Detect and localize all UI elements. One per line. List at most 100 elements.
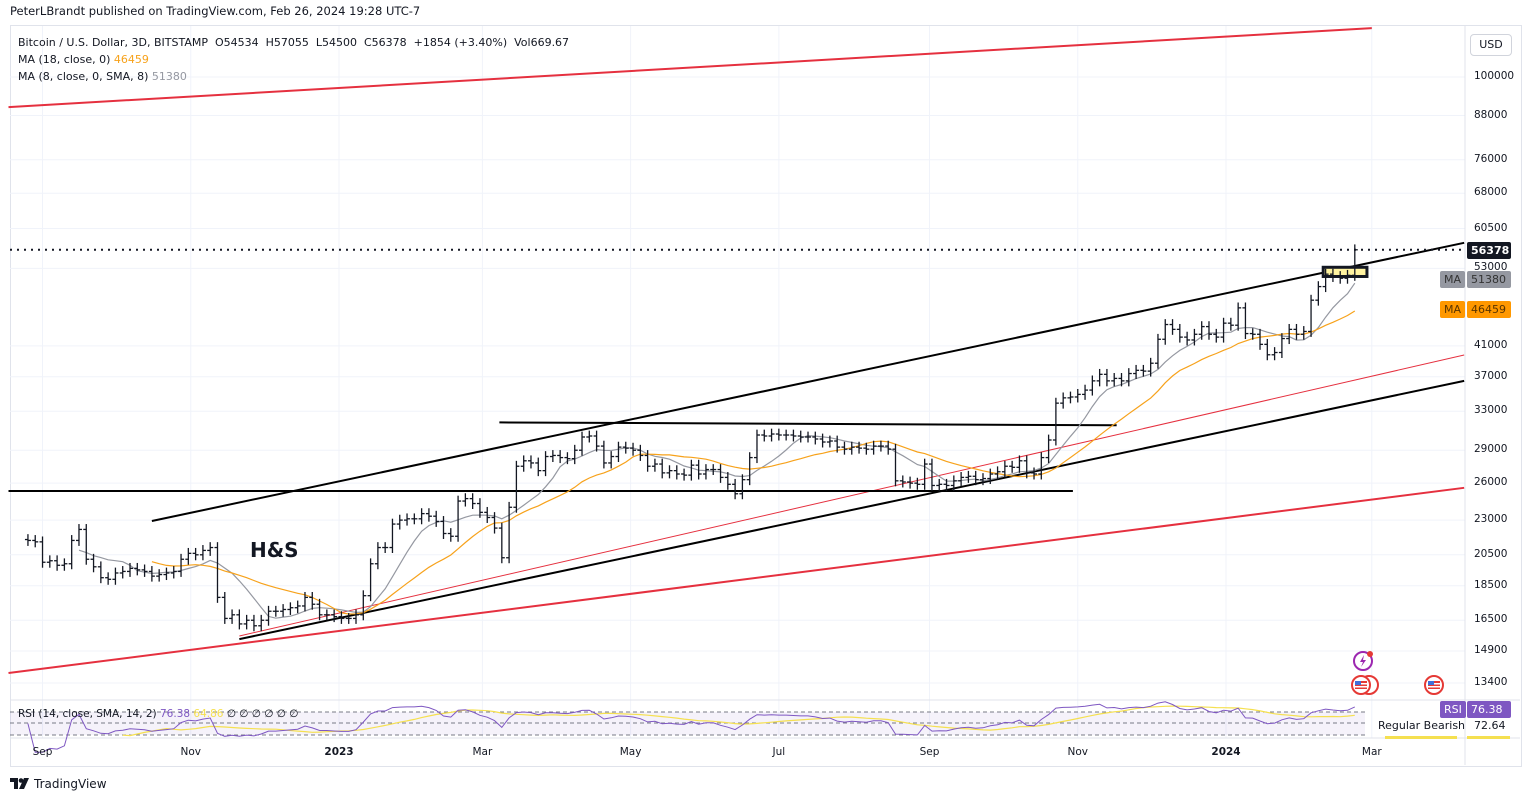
ohlc-bar xyxy=(1038,452,1045,480)
ohlc-bar xyxy=(506,501,513,564)
ma8-legend[interactable]: MA (8, close, 0, SMA, 8) 51380 xyxy=(18,70,187,83)
ohlc-bar xyxy=(134,562,141,576)
rsi-extras: ∅ ∅ ∅ ∅ ∅ ∅ xyxy=(226,708,299,720)
ohlc-bar xyxy=(1337,271,1344,284)
ohlc-bar xyxy=(148,566,155,582)
time-tick-label: Sep xyxy=(919,746,940,758)
price-tick-label: 29000 xyxy=(1474,443,1508,456)
trendline-channel-lower xyxy=(239,379,1465,641)
ohlc-bar xyxy=(243,614,250,630)
ohlc-bar xyxy=(236,609,243,630)
lightning-event-icon[interactable] xyxy=(1352,650,1374,675)
ohlc-bar xyxy=(411,513,418,525)
trendline-lower-red xyxy=(8,486,1465,675)
rsi-tag-value: 76.38 xyxy=(1467,701,1511,718)
time-tick-label: 2024 xyxy=(1211,746,1241,758)
ohlc-bar xyxy=(112,567,119,585)
ohlc-bar xyxy=(1242,302,1249,340)
ohlc-bar xyxy=(192,547,199,561)
currency-button[interactable]: USD xyxy=(1470,34,1512,56)
ohlc-bar xyxy=(127,562,134,577)
ohlc-bar xyxy=(746,452,753,486)
ohlc-bar xyxy=(418,508,425,525)
price-tick-label: 60500 xyxy=(1474,221,1508,234)
ohlc-bar xyxy=(54,555,61,571)
ohlc-bar xyxy=(141,564,148,577)
ohlc-bar xyxy=(535,457,542,477)
time-tick-label: Mar xyxy=(472,746,493,758)
ohlc-bar xyxy=(856,441,863,454)
ohlc-bar xyxy=(1009,460,1016,473)
ohlc-bar xyxy=(156,569,163,582)
ohlc-bar xyxy=(994,466,1001,480)
us-flag-event-icon[interactable] xyxy=(1350,674,1380,699)
tradingview-logo-icon xyxy=(10,778,29,789)
ma18-legend[interactable]: MA (18, close, 0) 46459 xyxy=(18,53,149,66)
ohlc-bar xyxy=(207,542,214,556)
ohlc-bar xyxy=(331,609,338,623)
ohlc-bar xyxy=(958,472,965,487)
ohlc-bar xyxy=(396,514,403,530)
ohlc-bar xyxy=(950,475,957,491)
ohlc-bar xyxy=(965,470,972,483)
rsi-legend[interactable]: RSI (14, close, SMA, 14, 2) 76.38 64.86 … xyxy=(18,708,298,720)
ohlc-bar xyxy=(1060,392,1067,409)
ohlc-bar xyxy=(644,450,651,472)
ohlc-bar xyxy=(170,566,177,579)
ohlc-bar xyxy=(651,458,658,472)
ohlc-bar xyxy=(841,441,848,455)
price-tick-label: 20500 xyxy=(1474,547,1508,560)
ohlc-bar xyxy=(892,443,899,487)
ohlc-bar xyxy=(221,592,228,624)
ohlc-bar xyxy=(899,475,906,488)
rsi-sma-value: 64.86 xyxy=(193,708,224,720)
ohlc-bar xyxy=(1045,434,1052,464)
ohlc-bar xyxy=(1257,328,1264,350)
ohlc-bar xyxy=(907,476,914,489)
ohlc-bar xyxy=(178,553,185,577)
time-tick-label: Sep xyxy=(32,746,53,758)
rsi-tag-label: RSI xyxy=(1440,701,1466,718)
ohlc-bar xyxy=(1118,373,1125,387)
rsi-value: 76.38 xyxy=(160,708,191,720)
ohlc-bar xyxy=(1227,317,1234,331)
ohlc-bar xyxy=(622,441,629,454)
ohlc-bar xyxy=(360,590,367,621)
ohlc-bar xyxy=(1169,319,1176,335)
ohlc-bar xyxy=(819,433,826,448)
ohlc-bar xyxy=(367,558,374,602)
ohlc-bar xyxy=(491,512,498,534)
ohlc-bar xyxy=(1315,281,1322,306)
ohlc-bar xyxy=(1286,323,1293,345)
ohlc-bar xyxy=(287,602,294,615)
price-tick-label: 16500 xyxy=(1474,613,1508,626)
ohlc-bar xyxy=(1052,397,1059,446)
ohlc-bar xyxy=(105,572,112,585)
ohlc-bar xyxy=(455,495,462,542)
consolidation-box xyxy=(1321,265,1369,278)
ohlc-bar xyxy=(571,444,578,465)
ohlc-bar xyxy=(564,452,571,465)
ohlc-bar xyxy=(885,440,892,455)
ohlc-bar xyxy=(1322,268,1329,293)
ohlc-bar xyxy=(68,535,75,570)
ohlc-bar xyxy=(1271,347,1278,361)
tradingview-logo[interactable]: TradingView xyxy=(10,777,107,791)
ohlc-bar xyxy=(702,464,709,480)
price-tick-label: 68000 xyxy=(1474,186,1508,199)
ohlc-bar xyxy=(1300,326,1307,340)
last-price-tag: 56378 xyxy=(1467,242,1511,259)
hs-pattern-label: H&S xyxy=(250,538,299,562)
ohlc-bar xyxy=(46,555,53,568)
ohlc-bar xyxy=(608,451,615,469)
ohlc-values: O54534 H57055 L54500 C56378 +1854 (+3.40… xyxy=(214,36,570,49)
ohlc-bar xyxy=(258,614,265,632)
ohlc-bar xyxy=(83,524,90,565)
ohlc-bar xyxy=(1067,391,1074,404)
price-tick-label: 23000 xyxy=(1474,513,1508,526)
rsi-label: RSI (14, close, SMA, 14, 2) xyxy=(18,708,157,720)
ohlc-bar xyxy=(586,430,593,443)
ohlc-bar xyxy=(542,451,549,477)
us-flag-event-icon[interactable] xyxy=(1423,674,1445,699)
